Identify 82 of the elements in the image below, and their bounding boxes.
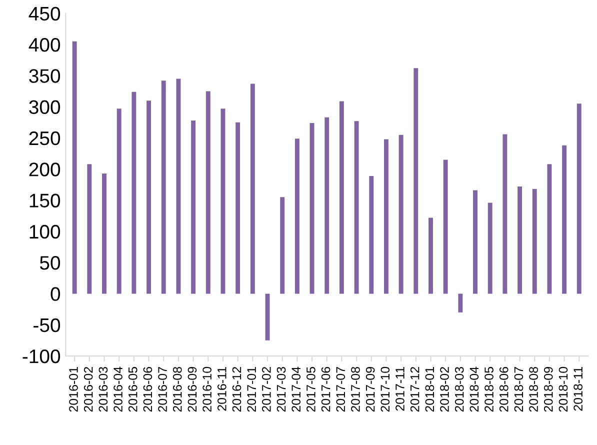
bar (132, 92, 136, 294)
bar (72, 41, 77, 294)
x-tick-label: 2017-06 (321, 366, 330, 412)
bar (294, 138, 300, 294)
x-tick-label: 2016-04 (114, 366, 122, 412)
y-tick-label: 50 (40, 256, 60, 270)
bar (488, 202, 492, 294)
x-tick-label: 2016-02 (84, 367, 93, 412)
bar (473, 190, 478, 294)
bar (384, 139, 388, 294)
y-tick-label: 450 (28, 6, 60, 21)
bar (146, 100, 151, 294)
x-tick-label: 2018-01 (425, 367, 434, 412)
bar (458, 294, 463, 312)
y-tick-label: 300 (29, 100, 60, 114)
bar (354, 121, 359, 294)
bar (369, 176, 374, 294)
x-tick-label: 2016-03 (98, 366, 108, 412)
bar (518, 186, 522, 294)
bar (250, 84, 255, 294)
bar (576, 104, 582, 294)
y-tick-label: 200 (29, 162, 60, 176)
x-tick-label: 2018-03 (454, 366, 464, 412)
y-tick-label: 100 (30, 224, 60, 239)
bar (532, 189, 537, 294)
bar (236, 122, 240, 294)
bar (102, 173, 106, 294)
x-tick-label: 2016-11 (217, 367, 226, 411)
x-tick-label: 2017-09 (366, 367, 375, 412)
bar (310, 123, 314, 294)
bar (339, 101, 344, 294)
bar (161, 80, 166, 294)
x-tick-label: 2016-09 (188, 367, 197, 412)
x-tick-label: 2018-11 (574, 367, 582, 411)
x-tick-label: 2018-05 (484, 366, 494, 412)
x-tick-label: 2016-12 (232, 367, 242, 412)
x-tick-label: 2017-02 (262, 367, 271, 412)
x-tick-label: 2017-05 (306, 366, 316, 412)
bar (87, 164, 92, 294)
bar (414, 68, 418, 294)
x-tick-label: 2017-08 (351, 366, 360, 412)
bar (428, 218, 433, 294)
x-tick-label: 2018-04 (470, 366, 479, 412)
x-tick-label: 2018-08 (529, 366, 538, 412)
x-tick-label: 2018-06 (499, 366, 508, 412)
x-tick-label: 2018-09 (544, 367, 553, 412)
bar (265, 294, 270, 340)
bar (280, 197, 285, 294)
bar (502, 134, 508, 294)
x-tick-label: 2016-10 (202, 366, 212, 412)
y-tick-label: 350 (29, 69, 60, 83)
bar (324, 117, 330, 294)
x-tick-label: 2017-12 (410, 367, 420, 412)
bar (547, 164, 552, 294)
bar (443, 160, 448, 294)
y-tick-label: 0 (50, 287, 60, 301)
bar (191, 120, 196, 294)
x-tick-label: 2018-07 (514, 367, 524, 412)
y-tick-label: 250 (29, 131, 60, 146)
x-tick-label: 2018-02 (440, 367, 449, 412)
x-tick-label: 2017-10 (380, 366, 390, 412)
x-tick-label: 2016-01 (69, 367, 78, 412)
x-tick-label: 2017-03 (276, 366, 286, 412)
x-tick-label: 2017-01 (247, 367, 256, 412)
bar (220, 108, 226, 294)
x-tick-label: 2017-11 (396, 367, 404, 411)
bar (206, 91, 210, 294)
x-tick-label: 2016-08 (172, 366, 182, 412)
bar (398, 134, 404, 294)
bar (562, 145, 567, 294)
bar (176, 78, 181, 294)
x-tick-label: 2017-04 (292, 366, 301, 412)
x-tick-label: 2017-07 (336, 367, 346, 412)
x-tick-label: 2016-05 (128, 366, 138, 412)
y-tick-label: 150 (30, 194, 60, 208)
bar (116, 108, 122, 294)
x-tick-label: 2018-10 (558, 366, 568, 412)
y-tick-label: -100 (22, 349, 60, 364)
y-tick-label: -50 (34, 318, 60, 332)
y-tick-label: 400 (28, 38, 60, 52)
x-tick-label: 2016-07 (158, 367, 167, 412)
x-tick-label: 2016-06 (143, 366, 152, 412)
